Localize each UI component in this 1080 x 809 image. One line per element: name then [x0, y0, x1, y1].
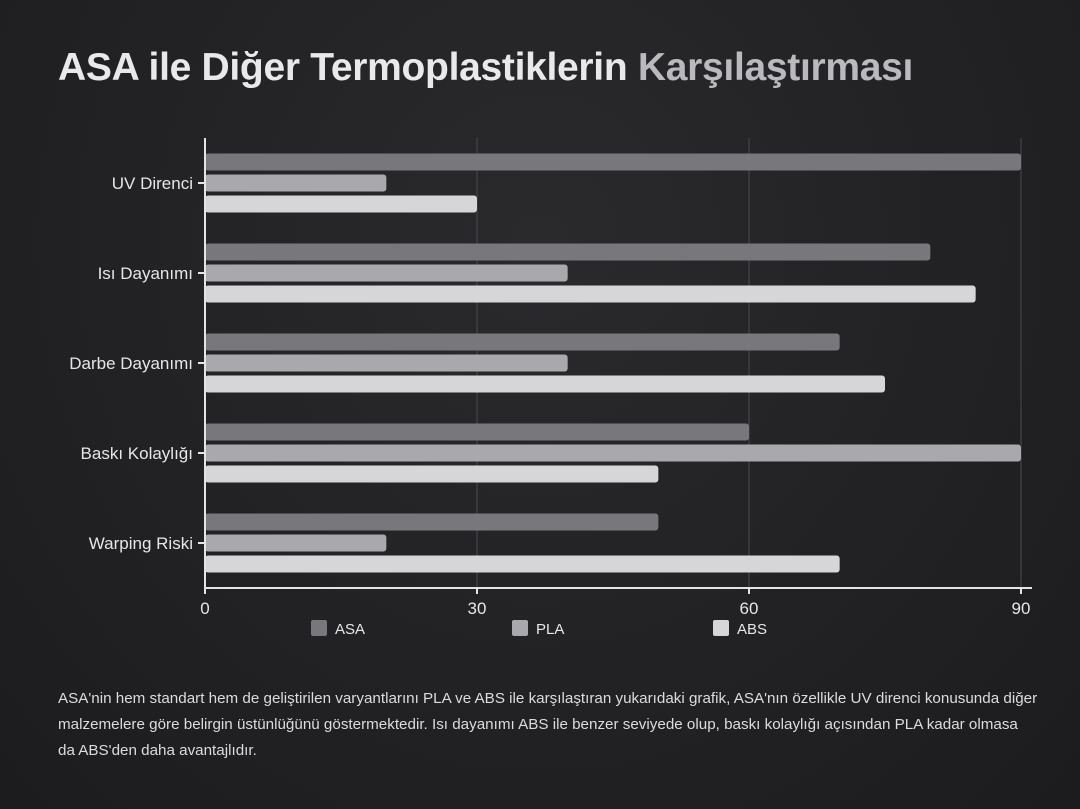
bar-asa-1 — [205, 243, 931, 261]
legend-label-abs: ABS — [737, 621, 767, 638]
bar-abs-0 — [205, 195, 477, 213]
legend-swatch-pla — [512, 620, 528, 636]
y-tick-label-4: Warping Riski — [89, 534, 193, 553]
legend-label-asa: ASA — [335, 621, 365, 638]
y-tick-label-0: UV Direnci — [112, 174, 193, 193]
bar-abs-1 — [205, 285, 976, 303]
x-tick-label-3: 90 — [1012, 599, 1031, 618]
title-accent: Karşılaştırması — [637, 46, 914, 89]
page-title: ASA ile Diğer Termoplastiklerin Karşılaş… — [58, 46, 913, 90]
bar-asa-2 — [205, 333, 840, 351]
bar-abs-2 — [205, 375, 885, 393]
bar-asa-4 — [205, 513, 659, 531]
x-tick-label-0: 0 — [200, 599, 209, 618]
legend-swatch-asa — [311, 620, 327, 636]
bar-pla-2 — [205, 354, 568, 372]
legend-swatch-abs — [713, 620, 729, 636]
bar-pla-4 — [205, 534, 387, 552]
bar-asa-0 — [205, 153, 1021, 171]
bar-pla-1 — [205, 264, 568, 282]
x-tick-label-2: 60 — [740, 599, 759, 618]
bar-asa-3 — [205, 423, 749, 441]
y-tick-label-3: Baskı Kolaylığı — [81, 444, 193, 463]
title-main: ASA ile Diğer Termoplastiklerin — [58, 46, 628, 89]
bar-abs-3 — [205, 465, 659, 483]
y-tick-label-2: Darbe Dayanımı — [69, 354, 193, 373]
bar-abs-4 — [205, 555, 840, 573]
y-tick-label-1: Isı Dayanımı — [98, 264, 193, 283]
legend-label-pla: PLA — [536, 621, 564, 638]
chart-caption: ASA'nin hem standart hem de geliştirilen… — [58, 690, 1038, 759]
bar-pla-3 — [205, 444, 1021, 462]
x-tick-label-1: 30 — [468, 599, 487, 618]
bar-pla-0 — [205, 174, 387, 192]
